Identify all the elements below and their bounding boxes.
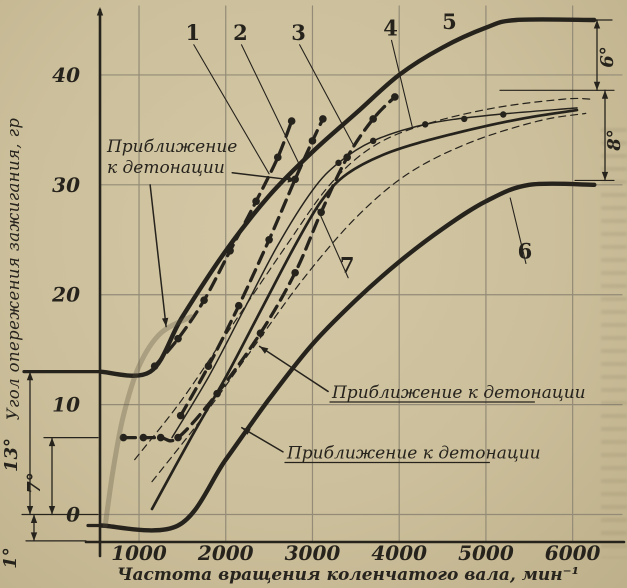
curve-3-marker [291,268,299,277]
curve-1-marker [252,197,260,206]
page-bleed-through [601,128,627,558]
curve-4-marker [335,159,342,167]
y-axis-arrow [96,7,104,16]
curve-number-label: 2 [233,20,248,45]
curve-label-leader [390,39,413,128]
curve-2-marker [204,362,213,370]
curve-4 [171,107,578,439]
x-tick-label: 3000 [285,541,341,565]
curve-5 [98,17,597,378]
dimension-label: 8° [604,129,625,152]
x-tick-label: 1000 [111,541,167,565]
curve-1-marker [226,246,234,255]
curve-number-label: 1 [185,20,200,45]
x-tick-label: 5000 [458,541,514,565]
curve-4-marker [369,137,377,145]
annotation-arrow [149,184,167,328]
x-tick-label: 4000 [371,541,427,565]
dimension-arrow [26,506,34,515]
y-tick-label: 30 [52,173,80,197]
dimension-arrow [26,371,34,381]
curve-4-marker [422,121,429,128]
dimension-label: 7° [24,472,45,494]
annotation-text: к детонации [107,158,225,178]
curve-3-marker [119,433,128,442]
dimension-arrow [593,20,601,29]
curve-1-marker [200,296,208,305]
curve-3-marker [174,433,182,442]
dimension-arrow [601,171,609,181]
y-tick-label: 40 [52,63,80,87]
curve-7 [150,108,579,511]
curve-6 [98,181,597,533]
faint-curve [102,314,194,528]
curve-label-leader [193,44,270,175]
curve-3-marker [317,208,325,217]
curve-1-marker [287,117,296,125]
curve-1-marker [273,153,282,162]
y-tick-label: 10 [52,393,80,417]
curve-1-marker [150,362,159,370]
annotation-arrow [231,171,298,182]
annotation-arrow [162,317,169,327]
curve-4-marker [500,111,507,118]
y-tick-label: 0 [66,503,80,527]
x-tick-label: 6000 [545,541,601,565]
curve-number-label: 7 [340,253,355,278]
dimension-arrow [48,437,56,447]
curve-label-leader [299,44,355,147]
annotation-text: Приближение к детонации [331,383,586,403]
curve-3-marker [156,433,165,442]
dimension-arrow [601,90,609,99]
dimension-arrow [48,506,56,515]
curve-number-label: 4 [383,15,398,40]
curve-3-marker [343,153,351,162]
annotation-text: Приближение к детонации [286,443,541,463]
dimension-label: 6° [597,46,618,68]
curve-1-marker [174,334,182,343]
curve-2-marker [319,115,327,123]
annotation-text: Приближение [106,137,237,157]
curve-2-marker [234,301,243,310]
dash-upper [134,97,591,461]
curve-4-marker [461,115,468,123]
annotation-arrow [287,176,297,183]
x-tick-label: 2000 [197,541,254,565]
curve-number-label: 5 [442,9,457,34]
dimension-label: 1° [0,547,21,569]
dash-lower [151,112,587,483]
annotation-arrow [258,345,329,393]
curve-number-label: 3 [291,20,306,45]
curve-2-marker [291,175,299,184]
annotation-arrow [241,427,251,435]
curve-2-marker [176,411,185,420]
curve-3-marker [139,433,148,442]
dimension-arrow [30,514,38,523]
curve-label-leader [317,208,349,279]
dimension-label: 13° [1,438,22,472]
curve-3-marker [391,93,399,101]
curve-3-marker [369,115,377,123]
curve-2-marker [265,235,273,244]
curve-2-marker [308,137,317,145]
dimension-arrow [593,81,601,91]
curve-label-leader [509,197,527,265]
dimension-arrow [30,532,38,541]
curve-label-leader [240,44,302,169]
annotation-arrow [259,346,269,354]
y-tick-label: 20 [51,283,80,307]
